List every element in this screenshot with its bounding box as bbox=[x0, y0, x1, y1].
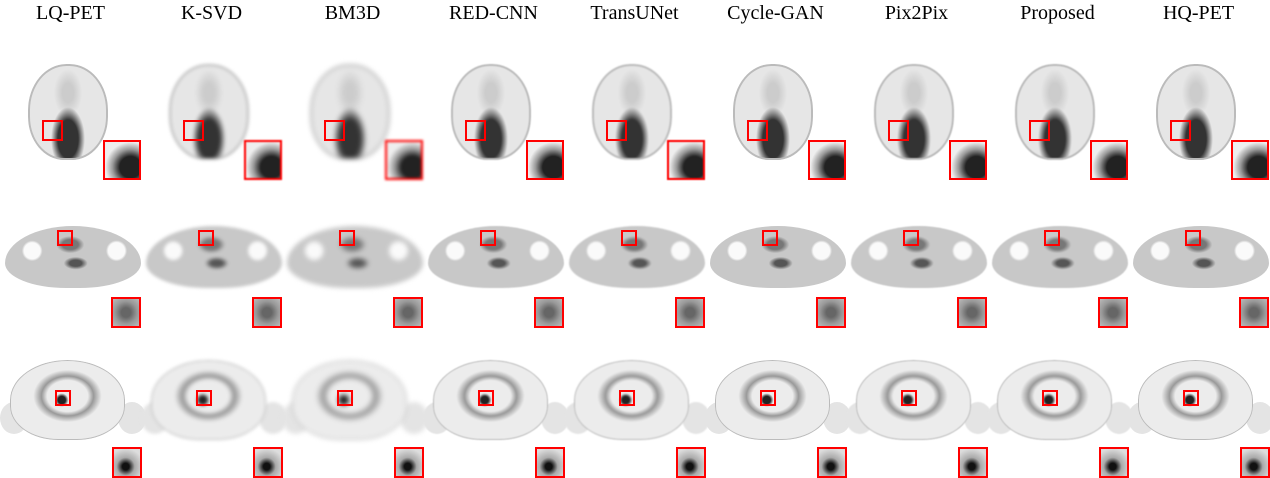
column-title: K-SVD bbox=[180, 2, 243, 24]
roi-box bbox=[55, 390, 71, 406]
roi-box bbox=[339, 230, 355, 246]
zoomed-inset bbox=[817, 447, 847, 478]
head-pet-slice bbox=[874, 64, 954, 160]
method-column: LQ-PET bbox=[0, 0, 146, 478]
zoomed-inset bbox=[244, 140, 282, 180]
abdomen-pet-slice bbox=[574, 360, 689, 440]
column-title: LQ-PET bbox=[36, 2, 105, 24]
zoomed-inset bbox=[252, 297, 282, 328]
roi-box bbox=[903, 230, 919, 246]
roi-box bbox=[480, 230, 496, 246]
abdomen-pet-slice bbox=[433, 360, 548, 440]
chest-pet-slice bbox=[569, 226, 705, 288]
head-pet-slice bbox=[451, 64, 531, 160]
roi-box bbox=[183, 120, 204, 141]
roi-box bbox=[1044, 230, 1060, 246]
roi-box bbox=[747, 120, 768, 141]
head-pet-slice bbox=[592, 64, 672, 160]
column-title: Pix2Pix bbox=[884, 2, 949, 24]
zoomed-inset bbox=[385, 140, 423, 180]
zoomed-inset bbox=[1240, 447, 1270, 478]
head-pet-slice bbox=[1156, 64, 1236, 160]
roi-box bbox=[621, 230, 637, 246]
head-pet-slice bbox=[169, 64, 249, 160]
roi-box bbox=[57, 230, 73, 246]
roi-box bbox=[606, 120, 627, 141]
zoomed-inset bbox=[1239, 297, 1269, 328]
column-title: HQ-PET bbox=[1162, 2, 1235, 24]
abdomen-pet-slice bbox=[1138, 360, 1253, 440]
method-column: Proposed bbox=[987, 0, 1133, 478]
abdomen-pet-slice bbox=[151, 360, 266, 440]
roi-box bbox=[1042, 390, 1058, 406]
roi-box bbox=[196, 390, 212, 406]
roi-box bbox=[888, 120, 909, 141]
abdomen-pet-slice bbox=[10, 360, 125, 440]
head-pet-slice bbox=[733, 64, 813, 160]
abdomen-pet-slice bbox=[292, 360, 407, 440]
abdomen-pet-slice bbox=[715, 360, 830, 440]
abdomen-pet-slice bbox=[856, 360, 971, 440]
chest-pet-slice bbox=[851, 226, 987, 288]
zoomed-inset bbox=[103, 140, 141, 180]
roi-box bbox=[42, 120, 63, 141]
column-title: Proposed bbox=[1020, 2, 1095, 24]
zoomed-inset bbox=[675, 297, 705, 328]
roi-box bbox=[1183, 390, 1199, 406]
head-pet-slice bbox=[1015, 64, 1095, 160]
zoomed-inset bbox=[1231, 140, 1269, 180]
zoomed-inset bbox=[949, 140, 987, 180]
roi-box bbox=[478, 390, 494, 406]
zoomed-inset bbox=[535, 447, 565, 478]
zoomed-inset bbox=[111, 297, 141, 328]
zoomed-inset bbox=[676, 447, 706, 478]
roi-box bbox=[619, 390, 635, 406]
column-title: BM3D bbox=[324, 2, 381, 24]
chest-pet-slice bbox=[146, 226, 282, 288]
method-column: RED-CNN bbox=[423, 0, 569, 478]
roi-box bbox=[1029, 120, 1050, 141]
chest-pet-slice bbox=[287, 226, 423, 288]
method-column: TransUNet bbox=[564, 0, 710, 478]
chest-pet-slice bbox=[992, 226, 1128, 288]
roi-box bbox=[760, 390, 776, 406]
zoomed-inset bbox=[1098, 297, 1128, 328]
roi-box bbox=[465, 120, 486, 141]
roi-box bbox=[762, 230, 778, 246]
head-pet-slice bbox=[310, 64, 390, 160]
roi-box bbox=[1185, 230, 1201, 246]
head-pet-slice bbox=[28, 64, 108, 160]
method-column: Cycle-GAN bbox=[705, 0, 851, 478]
roi-box bbox=[337, 390, 353, 406]
chest-pet-slice bbox=[428, 226, 564, 288]
zoomed-inset bbox=[957, 297, 987, 328]
method-column: K-SVD bbox=[141, 0, 287, 478]
chest-pet-slice bbox=[710, 226, 846, 288]
column-title: TransUNet bbox=[590, 2, 679, 24]
zoomed-inset bbox=[816, 297, 846, 328]
abdomen-pet-slice bbox=[997, 360, 1112, 440]
method-column: HQ-PET bbox=[1128, 0, 1270, 478]
method-column: Pix2Pix bbox=[846, 0, 992, 478]
zoomed-inset bbox=[1099, 447, 1129, 478]
column-title: RED-CNN bbox=[449, 2, 538, 24]
zoomed-inset bbox=[526, 140, 564, 180]
column-title: Cycle-GAN bbox=[727, 2, 824, 24]
method-column: BM3D bbox=[282, 0, 428, 478]
roi-box bbox=[901, 390, 917, 406]
zoomed-inset bbox=[534, 297, 564, 328]
chest-pet-slice bbox=[5, 226, 141, 288]
roi-box bbox=[1170, 120, 1191, 141]
roi-box bbox=[198, 230, 214, 246]
zoomed-inset bbox=[112, 447, 142, 478]
zoomed-inset bbox=[393, 297, 423, 328]
zoomed-inset bbox=[394, 447, 424, 478]
zoomed-inset bbox=[667, 140, 705, 180]
zoomed-inset bbox=[808, 140, 846, 180]
roi-box bbox=[324, 120, 345, 141]
chest-pet-slice bbox=[1133, 226, 1269, 288]
zoomed-inset bbox=[1090, 140, 1128, 180]
zoomed-inset bbox=[958, 447, 988, 478]
zoomed-inset bbox=[253, 447, 283, 478]
